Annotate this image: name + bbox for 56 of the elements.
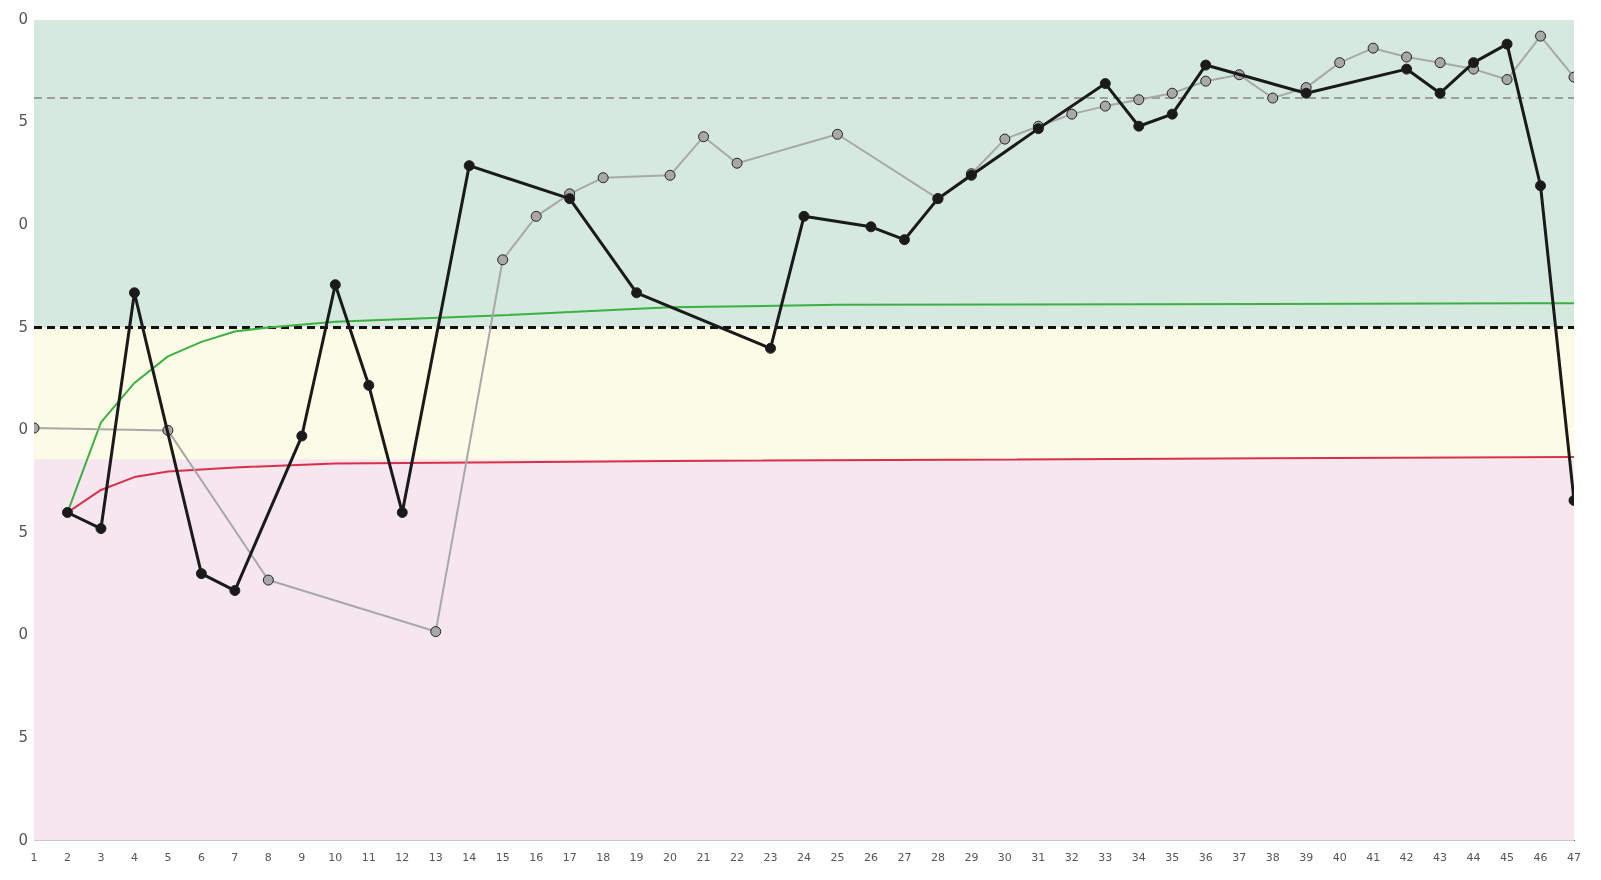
x-tick-label: 7 xyxy=(231,851,239,865)
x-tick-label: 39 xyxy=(1299,851,1314,865)
x-tick-label: 11 xyxy=(361,851,376,865)
x-tick-label: 38 xyxy=(1265,851,1280,865)
x-tick-label: 29 xyxy=(964,851,979,865)
x-tick-label: 35 xyxy=(1165,851,1180,865)
x-tick-label: 22 xyxy=(730,851,745,865)
x-tick-label: 14 xyxy=(462,851,477,865)
text: 0 xyxy=(18,215,28,234)
text: 5 xyxy=(18,317,28,336)
x-tick-label: 4 xyxy=(130,851,138,865)
text: 5 xyxy=(18,728,28,747)
text: 0 xyxy=(18,625,28,644)
text: 0 xyxy=(18,9,28,28)
x-tick-label: 30 xyxy=(997,851,1012,865)
x-tick-label: 32 xyxy=(1064,851,1079,865)
x-tick-label: 6 xyxy=(197,851,205,865)
text: 0 xyxy=(18,830,28,849)
x-tick-label: 16 xyxy=(529,851,544,865)
x-tick-label: 1 xyxy=(30,851,38,865)
x-tick-label: 31 xyxy=(1031,851,1046,865)
x-tick-label: 37 xyxy=(1232,851,1247,865)
x-tick-label: 26 xyxy=(863,851,878,865)
x-tick-label: 42 xyxy=(1399,851,1414,865)
x-tick-label: 44 xyxy=(1466,851,1481,865)
x-tick-label: 9 xyxy=(298,851,306,865)
text: 5 xyxy=(18,112,28,131)
x-tick-label: 10 xyxy=(328,851,343,865)
text: 0 xyxy=(18,420,28,439)
x-tick-label: 33 xyxy=(1098,851,1113,865)
x-tick-label: 34 xyxy=(1131,851,1146,865)
x-tick-label: 23 xyxy=(763,851,778,865)
x-tick-label: 21 xyxy=(696,851,711,865)
x-tick-label: 19 xyxy=(629,851,644,865)
x-tick-label: 47 xyxy=(1567,851,1581,865)
text: 5 xyxy=(18,522,28,541)
x-tick-label: 28 xyxy=(930,851,945,865)
x-tick-label: 20 xyxy=(663,851,678,865)
x-tick-label: 12 xyxy=(395,851,410,865)
x-tick-label: 45 xyxy=(1500,851,1515,865)
x-tick-label: 15 xyxy=(495,851,510,865)
x-tick-label: 41 xyxy=(1366,851,1381,865)
x-tick-label: 27 xyxy=(897,851,912,865)
x-tick-label: 8 xyxy=(264,851,272,865)
x-tick-label: 3 xyxy=(97,851,105,865)
x-tick-label: 46 xyxy=(1533,851,1548,865)
x-tick-label: 43 xyxy=(1433,851,1448,865)
x-tick-label: 2 xyxy=(63,851,71,865)
x-tick-label: 40 xyxy=(1332,851,1347,865)
x-tick-label: 18 xyxy=(596,851,611,865)
x-tick-label: 17 xyxy=(562,851,577,865)
x-tick-label: 5 xyxy=(164,851,172,865)
x-tick-label: 36 xyxy=(1198,851,1213,865)
x-tick-label: 24 xyxy=(797,851,811,865)
x-tick-label: 13 xyxy=(428,851,443,865)
x-tick-label: 25 xyxy=(830,851,845,865)
